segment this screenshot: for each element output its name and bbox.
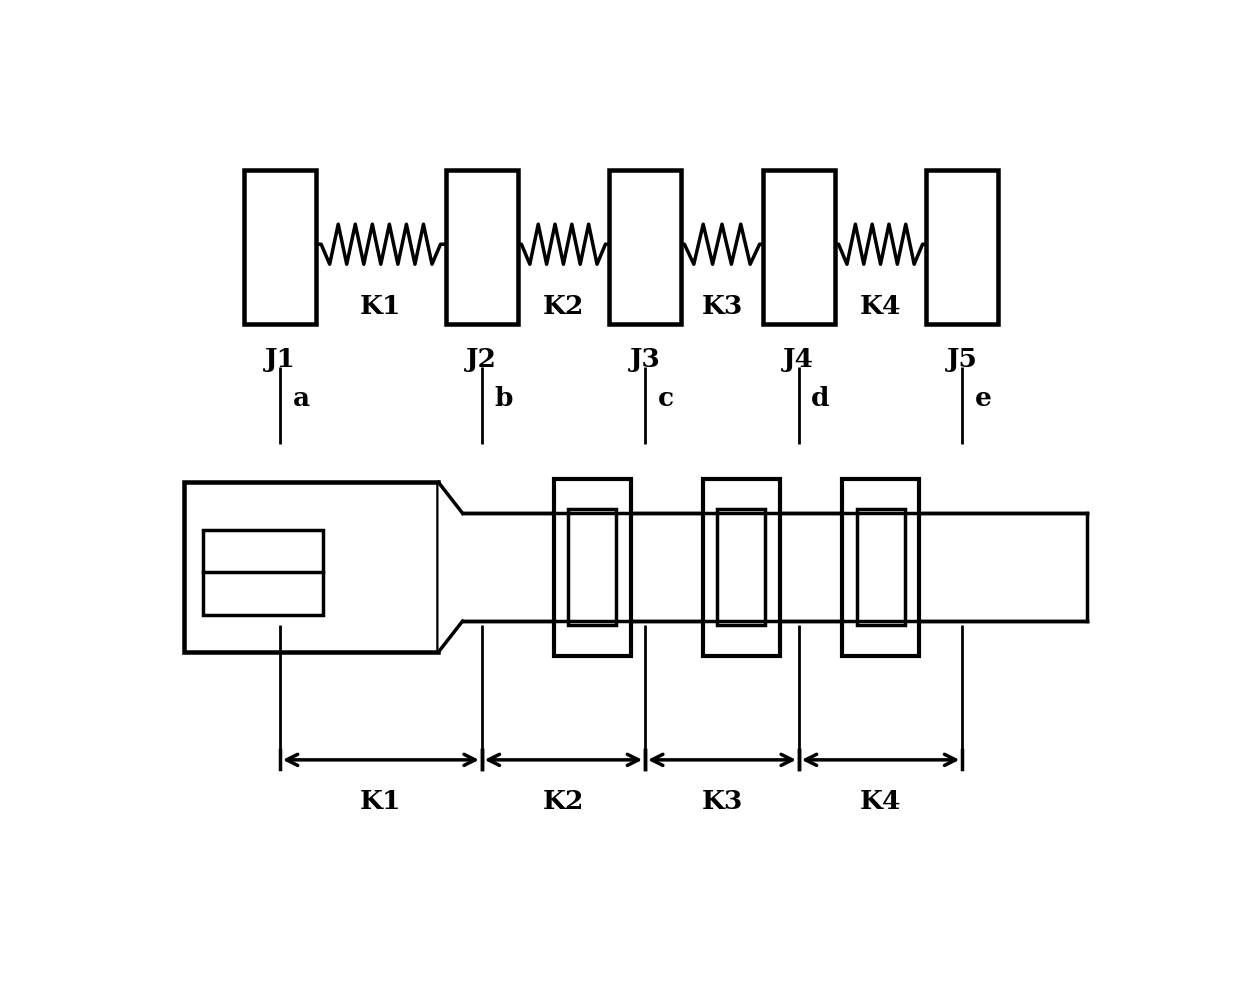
Bar bbox=[857, 510, 905, 625]
Bar bbox=[703, 478, 780, 656]
Text: K3: K3 bbox=[702, 789, 743, 814]
Bar bbox=[842, 478, 919, 656]
Text: a: a bbox=[293, 386, 310, 411]
Bar bbox=[184, 482, 439, 652]
Bar bbox=[609, 170, 681, 324]
Text: K3: K3 bbox=[702, 293, 743, 318]
Text: K4: K4 bbox=[859, 789, 901, 814]
Text: e: e bbox=[975, 386, 992, 411]
Text: J5: J5 bbox=[947, 347, 977, 372]
Text: b: b bbox=[495, 386, 512, 411]
Bar bbox=[717, 510, 765, 625]
Text: K2: K2 bbox=[543, 293, 584, 318]
Polygon shape bbox=[439, 482, 463, 652]
Text: K2: K2 bbox=[543, 789, 584, 814]
Text: K1: K1 bbox=[360, 293, 402, 318]
Text: d: d bbox=[811, 386, 830, 411]
Text: J2: J2 bbox=[466, 347, 497, 372]
Text: K1: K1 bbox=[360, 789, 402, 814]
Text: K4: K4 bbox=[859, 293, 901, 318]
Bar bbox=[203, 530, 324, 615]
Text: J4: J4 bbox=[784, 347, 815, 372]
Bar bbox=[554, 478, 631, 656]
Bar bbox=[568, 510, 616, 625]
Bar bbox=[244, 170, 316, 324]
Bar bbox=[463, 514, 1087, 621]
Text: J3: J3 bbox=[630, 347, 661, 372]
Text: J1: J1 bbox=[264, 347, 295, 372]
Text: c: c bbox=[657, 386, 673, 411]
Bar bbox=[926, 170, 998, 324]
Bar bbox=[445, 170, 518, 324]
Bar bbox=[763, 170, 835, 324]
